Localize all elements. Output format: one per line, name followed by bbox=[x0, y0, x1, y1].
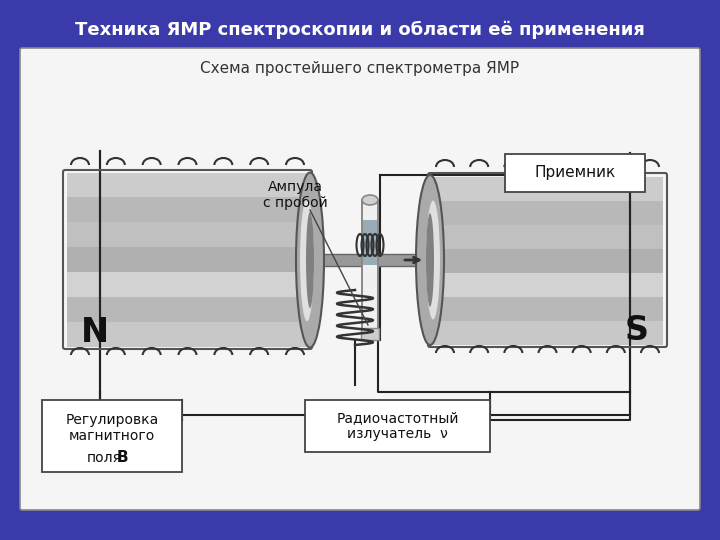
Text: Регулировка
магнитного: Регулировка магнитного bbox=[66, 413, 158, 443]
Bar bbox=[432, 249, 663, 273]
Text: Приемник: Приемник bbox=[534, 165, 616, 180]
Bar bbox=[67, 222, 308, 247]
FancyBboxPatch shape bbox=[42, 400, 182, 472]
Bar bbox=[432, 177, 663, 201]
Bar bbox=[67, 272, 308, 297]
Bar bbox=[67, 322, 308, 347]
Bar bbox=[363, 220, 377, 265]
Text: поля: поля bbox=[86, 451, 122, 465]
Bar bbox=[362, 200, 378, 330]
Text: Ампула
с пробой: Ампула с пробой bbox=[263, 180, 328, 210]
Text: B: B bbox=[116, 450, 128, 465]
Text: Радиочастотный
излучатель  ν: Радиочастотный излучатель ν bbox=[336, 411, 459, 441]
Ellipse shape bbox=[296, 172, 324, 348]
FancyBboxPatch shape bbox=[20, 48, 700, 510]
Bar bbox=[432, 273, 663, 297]
FancyBboxPatch shape bbox=[505, 154, 645, 192]
Ellipse shape bbox=[306, 212, 314, 308]
Bar bbox=[432, 297, 663, 321]
Bar bbox=[361, 328, 379, 340]
Bar bbox=[432, 321, 663, 345]
Ellipse shape bbox=[426, 200, 440, 320]
Ellipse shape bbox=[362, 195, 378, 205]
Bar bbox=[67, 173, 308, 197]
Text: Схема простейшего спектрометра ЯМР: Схема простейшего спектрометра ЯМР bbox=[200, 60, 520, 76]
Bar bbox=[67, 247, 308, 272]
Text: N: N bbox=[81, 315, 109, 348]
Bar bbox=[432, 225, 663, 249]
Bar bbox=[67, 297, 308, 322]
Bar bbox=[432, 201, 663, 225]
Ellipse shape bbox=[300, 199, 314, 321]
Text: Техника ЯМР спектроскопии и области её применения: Техника ЯМР спектроскопии и области её п… bbox=[75, 21, 645, 39]
Ellipse shape bbox=[426, 213, 434, 307]
FancyBboxPatch shape bbox=[305, 400, 490, 452]
Bar bbox=[370, 254, 432, 266]
Bar bbox=[308, 254, 370, 266]
Ellipse shape bbox=[416, 175, 444, 345]
Text: S: S bbox=[625, 314, 649, 347]
Bar bbox=[67, 197, 308, 222]
